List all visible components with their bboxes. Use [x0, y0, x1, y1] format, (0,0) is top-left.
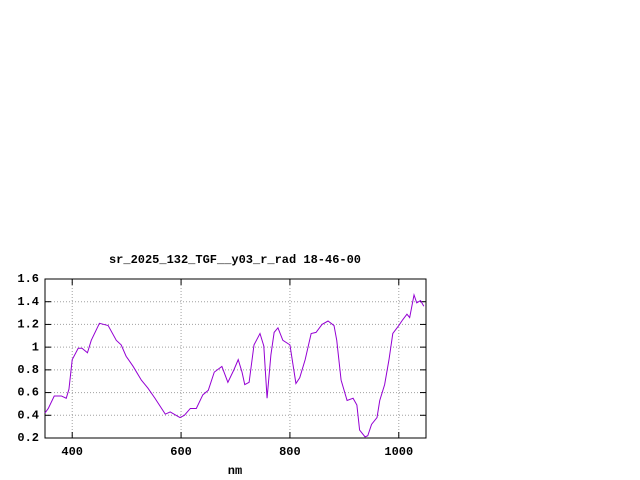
- y-tick-label: 1.2: [17, 318, 39, 332]
- x-tick-label: 600: [170, 445, 192, 459]
- x-tick-label: 400: [61, 445, 83, 459]
- y-tick-label: 1: [32, 340, 39, 354]
- x-tick-label: 800: [279, 445, 301, 459]
- y-tick-label: 0.6: [17, 386, 39, 400]
- data-line: [44, 292, 425, 438]
- y-tick-label: 1.6: [17, 272, 39, 286]
- x-tick-label: 1000: [384, 445, 413, 459]
- y-tick-label: 0.2: [17, 431, 39, 445]
- y-tick-label: 1.4: [17, 295, 39, 309]
- y-tick-label: 0.4: [17, 408, 39, 422]
- y-tick-label: 0.8: [17, 363, 39, 377]
- x-axis-label: nm: [228, 464, 242, 478]
- plot-border: [44, 278, 427, 439]
- chart-title: sr_2025_132_TGF__y03_r_rad 18-46-00: [109, 253, 361, 267]
